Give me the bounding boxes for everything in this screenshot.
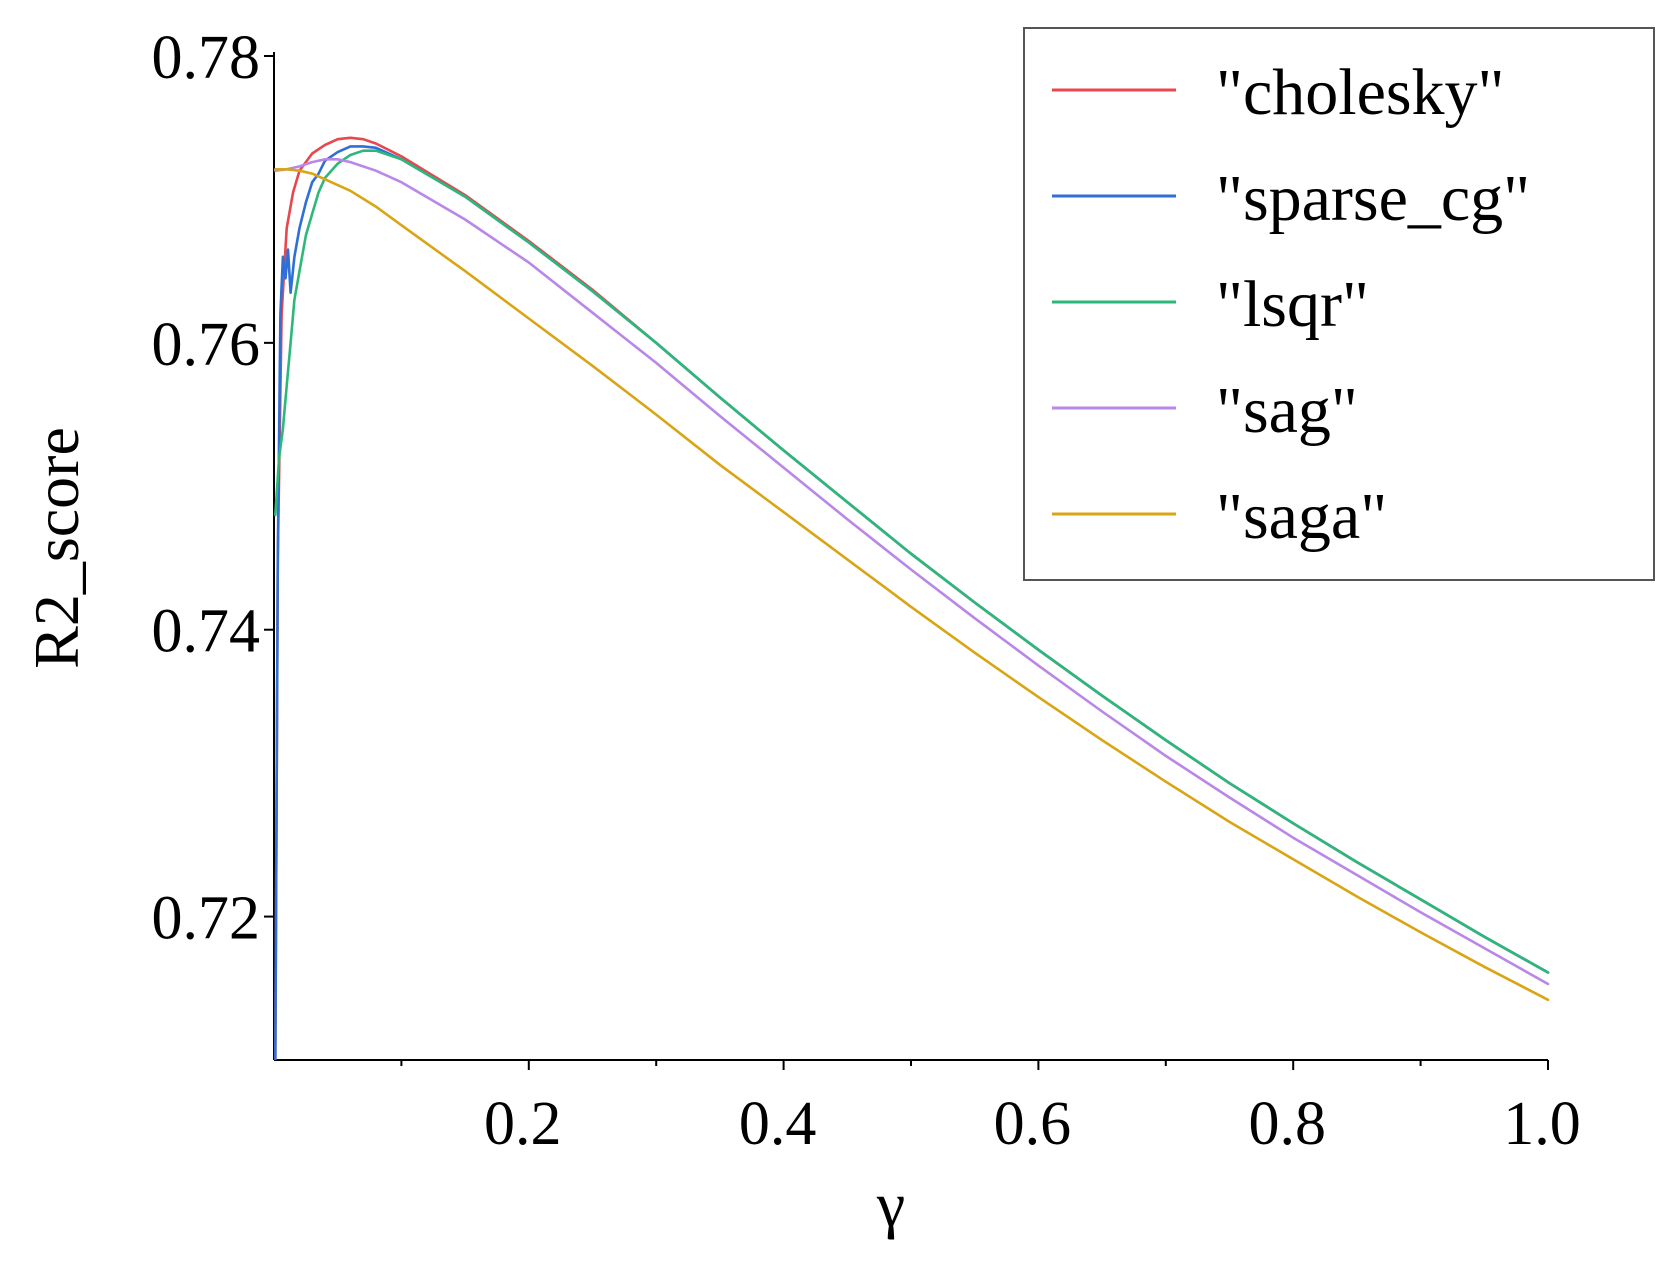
y-axis-label: R2_score <box>21 427 92 669</box>
legend-box <box>1023 27 1655 581</box>
plot-area: 0.72 0.74 0.76 0.78 0.2 0.4 0.6 0.8 1.0 <box>152 24 1581 1158</box>
series-line-2 <box>274 149 1550 974</box>
y-axis-ticks: 0.72 0.74 0.76 0.78 <box>152 24 274 953</box>
series-lines <box>274 136 1550 1060</box>
x-tick-label: 0.6 <box>994 1090 1072 1158</box>
x-axis-ticks: 0.2 0.4 0.6 0.8 1.0 <box>400 1060 1581 1158</box>
legend: "cholesky" "sparse_cg" "lsqr" "sag" "saga" <box>1023 27 1655 581</box>
legend-items: "cholesky" "sparse_cg" "lsqr" "sag" "saga" <box>1052 56 1530 553</box>
x-axis-label: γ <box>876 1169 905 1240</box>
y-tick-label: 0.72 <box>152 885 261 953</box>
y-tick-label: 0.74 <box>152 598 261 666</box>
y-tick-label: 0.78 <box>152 24 261 92</box>
y-tick-label: 0.76 <box>152 311 261 379</box>
x-tick-label: 1.0 <box>1503 1090 1581 1158</box>
legend-label: "saga" <box>1216 480 1387 553</box>
x-tick-label: 0.4 <box>739 1090 817 1158</box>
series-line-3 <box>274 158 1550 986</box>
legend-label: "cholesky" <box>1216 56 1505 129</box>
legend-label: "lsqr" <box>1216 268 1369 341</box>
series-line-4 <box>274 168 1550 1002</box>
x-tick-label: 0.8 <box>1248 1090 1326 1158</box>
legend-label: "sparse_cg" <box>1216 162 1530 235</box>
x-tick-label: 0.2 <box>484 1090 562 1158</box>
legend-label: "sag" <box>1216 374 1358 447</box>
